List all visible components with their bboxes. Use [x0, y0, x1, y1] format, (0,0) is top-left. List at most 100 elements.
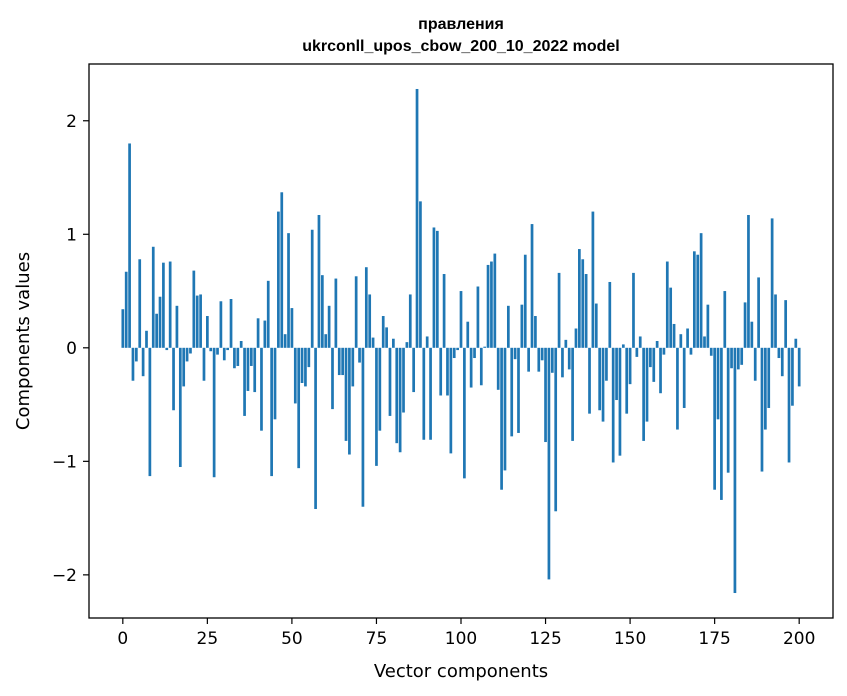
bar: [216, 347, 219, 355]
bar: [730, 347, 733, 369]
bar: [473, 347, 476, 359]
y-tick-label: 2: [66, 112, 77, 132]
bar: [236, 347, 240, 366]
bar: [168, 261, 172, 348]
bar: [351, 347, 355, 387]
bar: [696, 254, 700, 348]
bar: [571, 347, 574, 441]
bar: [172, 347, 175, 411]
bar: [419, 201, 422, 348]
bar: [676, 347, 679, 430]
bar: [246, 347, 250, 391]
bar: [148, 347, 152, 477]
bar: [432, 227, 436, 348]
bar: [331, 347, 334, 410]
bar: [320, 275, 324, 348]
bar: [304, 347, 307, 387]
bar: [764, 347, 767, 430]
bar: [550, 347, 554, 373]
bar: [736, 347, 740, 370]
bar: [206, 316, 209, 348]
bar: [493, 253, 497, 348]
bar-series: [121, 88, 801, 594]
bar: [260, 347, 263, 431]
bar: [402, 347, 405, 413]
bar: [131, 347, 135, 381]
bar: [743, 302, 747, 348]
bar: [243, 347, 246, 416]
bar: [713, 347, 716, 490]
bar: [405, 342, 409, 348]
bar: [635, 347, 639, 357]
bar: [226, 347, 230, 351]
x-axis: 0 25 50 75 100 125 150 175 200: [117, 618, 815, 649]
bar: [476, 286, 480, 348]
bar: [496, 347, 500, 390]
bar: [121, 309, 125, 348]
bar: [642, 347, 645, 441]
bar: [310, 229, 314, 348]
bar: [327, 305, 331, 348]
bar: [534, 316, 537, 348]
bar: [415, 88, 419, 348]
bar: [249, 347, 253, 366]
bar: [544, 347, 547, 443]
bar: [554, 347, 558, 512]
bar: [628, 347, 632, 385]
bar: [655, 341, 659, 348]
bar: [392, 338, 395, 348]
bar: [547, 347, 551, 580]
bar: [709, 347, 713, 356]
bar: [178, 347, 182, 468]
y-axis: −2 −1 0 1 2: [52, 112, 89, 586]
bar: [757, 277, 760, 348]
bar: [774, 294, 777, 348]
bar: [219, 301, 223, 348]
bar: [506, 305, 510, 348]
bar: [293, 347, 297, 404]
bar: [158, 296, 162, 348]
bar: [466, 321, 470, 348]
bar: [456, 347, 459, 351]
bar: [134, 347, 138, 362]
bar: [561, 347, 564, 378]
bar: [297, 347, 301, 469]
bar: [689, 347, 693, 355]
bar: [537, 347, 541, 372]
bar: [124, 271, 128, 348]
y-tick-label: −2: [52, 566, 77, 586]
bar: [594, 303, 598, 348]
bar: [486, 264, 490, 348]
bar: [263, 320, 267, 348]
x-tick-label: 125: [529, 629, 561, 649]
bar: [652, 347, 656, 382]
bar: [581, 259, 585, 348]
bar: [337, 347, 341, 376]
x-tick-label: 175: [698, 629, 730, 649]
bar: [601, 347, 605, 422]
bar: [229, 299, 233, 348]
bar: [341, 347, 344, 376]
bar: [422, 347, 426, 440]
bar: [564, 339, 568, 348]
bar: [165, 347, 169, 351]
bar: [280, 192, 284, 348]
bar: [408, 294, 412, 348]
bar: [513, 347, 517, 360]
bar: [733, 347, 737, 594]
bar: [753, 347, 757, 381]
bar: [182, 347, 186, 387]
bar: [324, 334, 328, 348]
bar: [611, 347, 615, 463]
bar: [797, 347, 801, 387]
bar: [578, 249, 581, 348]
bar: [625, 347, 629, 414]
bar: [141, 347, 145, 377]
bar: [638, 336, 642, 348]
y-tick-label: 0: [66, 339, 77, 359]
bar: [669, 287, 673, 348]
bar: [354, 276, 358, 348]
bar: [740, 347, 744, 365]
bar: [429, 347, 432, 440]
bar: [277, 211, 280, 348]
